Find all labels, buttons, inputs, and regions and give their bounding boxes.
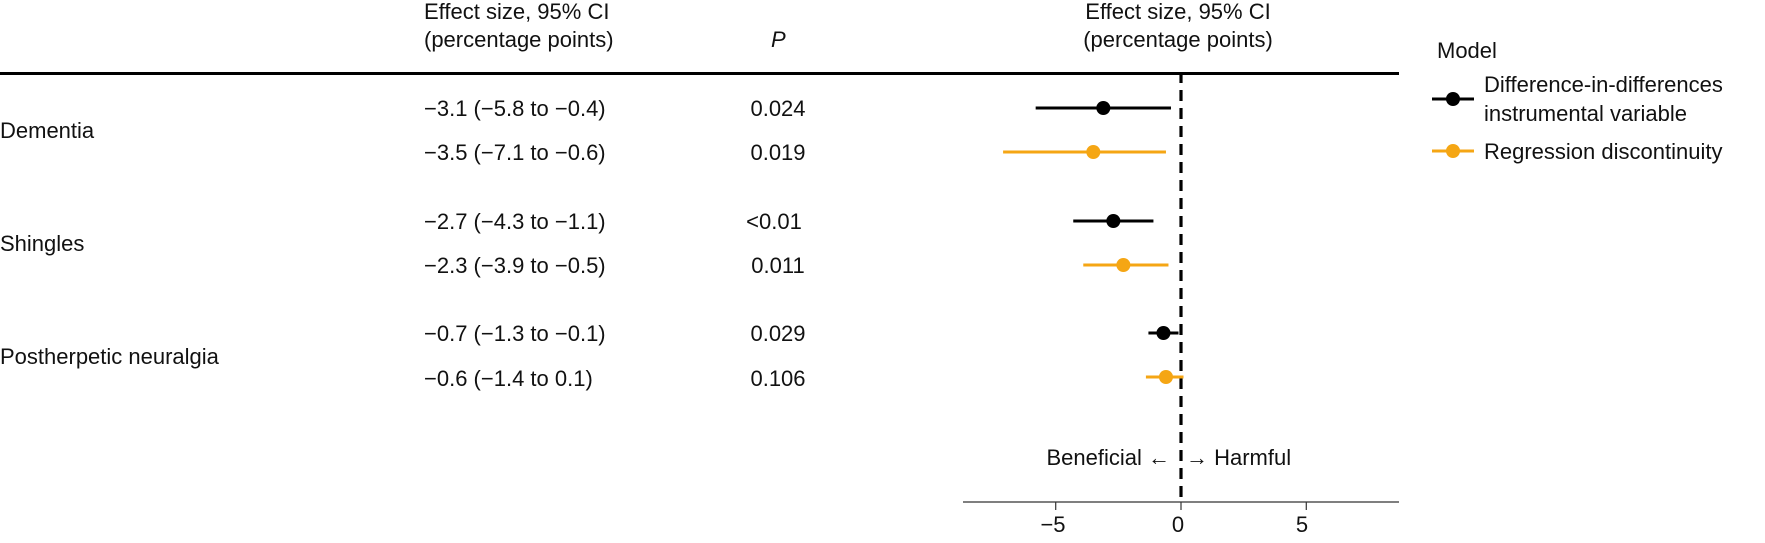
effect-text-shingles-did: −2.7 (−4.3 to −1.1)	[424, 209, 606, 234]
point-did-dementia	[1096, 101, 1111, 115]
legend-title: Model	[1437, 38, 1497, 63]
effect-size-header-line1: Effect size, 95% CI	[424, 0, 610, 24]
p-value-header: P	[771, 27, 786, 52]
effect-size-header: Effect size, 95% CI (percentage points)	[424, 0, 614, 54]
legend-label-did-line2: instrumental variable	[1484, 101, 1687, 126]
legend-label-rd: Regression discontinuity	[1484, 139, 1723, 164]
effect-text-dementia-rd: −3.5 (−7.1 to −0.6)	[424, 140, 606, 165]
legend-label-did-line1: Difference-in-differences	[1484, 72, 1723, 97]
effect-text-shingles-rd: −2.3 (−3.9 to −0.5)	[424, 253, 606, 278]
effect-text-phn-did: −0.7 (−1.3 to −0.1)	[424, 321, 606, 346]
p-value-dementia-did: 0.024	[750, 96, 806, 121]
x-tick-label-0: 0	[1171, 512, 1185, 537]
x-tick-label-neg5: −5	[1040, 512, 1066, 537]
point-rd-postherpetic-neuralgia	[1158, 370, 1173, 384]
point-rd-dementia	[1086, 145, 1101, 159]
header-rule	[0, 72, 1399, 75]
point-did-postherpetic-neuralgia	[1156, 326, 1171, 340]
point-rd-shingles	[1116, 258, 1131, 272]
p-value-phn-did: 0.029	[750, 321, 806, 346]
p-value-shingles-did: <0.01	[746, 209, 802, 234]
legend-key-dot-rd	[1446, 144, 1460, 158]
effect-text-dementia-did: −3.1 (−5.8 to −0.4)	[424, 96, 606, 121]
outcome-label-dementia: Dementia	[0, 118, 95, 143]
legend-label-did: Difference-in-differences instrumental v…	[1484, 70, 1723, 128]
effect-text-phn-rd: −0.6 (−1.4 to 0.1)	[424, 366, 593, 391]
point-did-shingles	[1106, 214, 1121, 228]
chart-header-line1: Effect size, 95% CI	[1085, 0, 1271, 24]
outcome-label-postherpetic-neuralgia: Postherpetic neuralgia	[0, 344, 219, 369]
chart-header: Effect size, 95% CI (percentage points)	[1083, 0, 1273, 54]
p-value-shingles-rd: 0.011	[751, 253, 805, 278]
p-value-phn-rd: 0.106	[750, 366, 806, 391]
legend-key-dot-did	[1446, 92, 1460, 106]
p-value-dementia-rd: 0.019	[750, 140, 806, 165]
legend-keys	[1432, 92, 1474, 158]
x-tick-label-5: 5	[1295, 512, 1309, 537]
harmful-annotation: → Harmful	[1186, 445, 1292, 470]
effect-size-header-line2: (percentage points)	[424, 27, 614, 52]
outcome-label-shingles: Shingles	[0, 231, 85, 256]
chart-header-line2: (percentage points)	[1083, 27, 1273, 52]
beneficial-annotation: Beneficial ←	[1046, 445, 1170, 470]
